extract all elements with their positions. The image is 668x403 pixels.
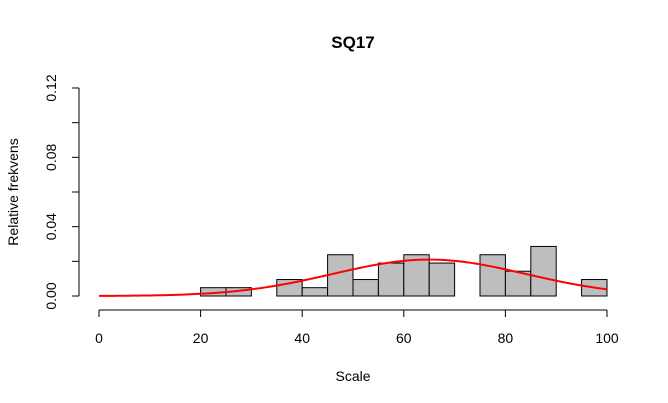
y-tick-label: 0.00 [43,282,59,309]
histogram-bar-65-70 [428,262,456,297]
y-tick-label: 0.04 [43,213,59,240]
histogram-bar-75-80 [479,254,506,297]
histogram-bar-85-90 [530,245,557,297]
histogram-bar-40-45 [301,287,329,297]
x-axis-label: Scale [335,368,370,384]
x-tick-label: 20 [193,330,209,346]
x-tick-label: 40 [294,330,310,346]
y-tick-label: 0.12 [43,74,59,101]
normal-density-curve [98,258,608,297]
y-tick-label: 0.08 [43,143,59,170]
x-tick-label: 0 [95,330,103,346]
y-axis-label: Relative frekvens [5,138,21,245]
x-tick-label: 60 [396,330,412,346]
density-curve-layer [98,258,608,297]
histogram-bar-45-50 [327,254,354,297]
x-axis: 0 20 40 60 80 100 [95,309,619,346]
histogram-bar-55-60 [377,262,405,297]
histogram-bars [200,245,608,297]
y-axis: 0.00 0.04 0.08 0.12 [43,74,80,310]
x-tick-label: 80 [498,330,514,346]
x-tick-label: 100 [595,330,619,346]
chart-title: SQ17 [331,33,374,52]
histogram-bar-50-55 [352,279,379,297]
